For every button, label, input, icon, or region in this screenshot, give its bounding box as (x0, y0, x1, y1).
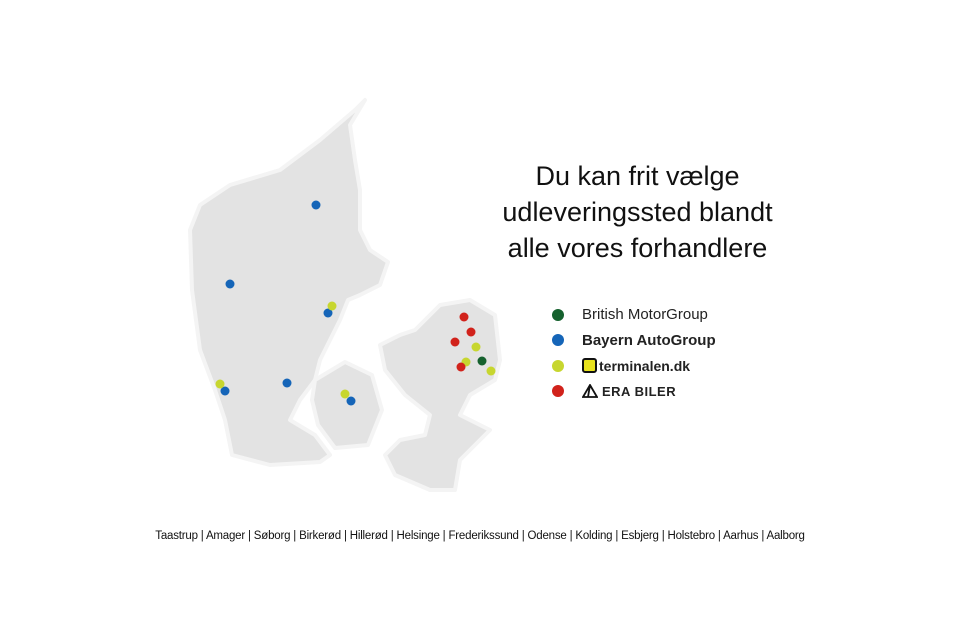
city-name: Taastrup (155, 530, 198, 542)
headline-line: alle vores forhandlere (507, 233, 768, 263)
legend-dot (552, 385, 564, 398)
separator: | (714, 530, 724, 542)
legend: British MotorGroup Bayern AutoGroup term… (552, 302, 716, 404)
legend-item-bayern-autogroup: Bayern AutoGroup (552, 328, 716, 354)
terminalen-logo-icon (582, 358, 597, 374)
city-name: Kolding (575, 530, 613, 542)
dealer-location-marker (346, 396, 356, 406)
dealer-location-marker (456, 362, 466, 372)
separator: | (758, 530, 767, 542)
legend-item-terminalen: terminalen.dk (552, 353, 716, 379)
dealer-location-marker (459, 312, 469, 322)
era-triangle-logo-icon (582, 384, 598, 399)
city-name: Søborg (253, 530, 291, 542)
legend-item-era-biler: ERA BILER (552, 379, 716, 405)
dealer-location-marker (450, 337, 460, 347)
jutland-region (188, 98, 390, 467)
legend-label: terminalen.dk (599, 357, 691, 374)
dealer-location-marker (215, 379, 225, 389)
dealer-location-marker (486, 366, 496, 376)
separator: | (439, 530, 449, 542)
funen-region (310, 360, 384, 450)
headline-line: udleveringssted blandt (502, 197, 773, 227)
dealer-location-marker (323, 308, 333, 318)
dealer-location-marker (471, 342, 481, 352)
separator: | (290, 530, 300, 542)
legend-label: ERA BILER (602, 383, 677, 399)
separator: | (340, 530, 350, 542)
separator: | (658, 530, 668, 542)
separator: | (197, 530, 206, 542)
legend-dot (552, 334, 564, 347)
dealer-location-marker (282, 378, 292, 388)
city-name: Esbjerg (621, 530, 659, 542)
legend-label: British MotorGroup (582, 306, 708, 324)
legend-dot (552, 359, 564, 372)
city-name: Aalborg (766, 530, 805, 542)
dealer-location-marker (477, 356, 487, 366)
headline: Du kan frit vælge udleveringssted blandt… (470, 158, 805, 266)
legend-dot (552, 308, 564, 321)
zealand-region (378, 298, 502, 492)
separator: | (518, 530, 528, 542)
legend-item-british-motorgroup: British MotorGroup (552, 302, 716, 328)
city-name: Frederikssund (448, 530, 519, 542)
separator: | (612, 530, 622, 542)
city-name: Hillerød (349, 530, 388, 542)
dealer-location-marker (225, 279, 235, 289)
dealer-location-marker (466, 327, 476, 337)
dealer-location-marker (340, 389, 350, 399)
separator: | (245, 530, 254, 542)
separator: | (387, 530, 397, 542)
separator: | (566, 530, 576, 542)
legend-label: Bayern AutoGroup (582, 331, 716, 349)
headline-line: Du kan frit vælge (535, 161, 740, 191)
dealer-location-marker (311, 200, 321, 210)
city-name: Odense (527, 530, 567, 542)
city-list: Taastrup | Amager | Søborg | Birkerød | … (0, 530, 960, 542)
city-name: Holstebro (667, 530, 716, 542)
city-name: Helsinge (396, 530, 440, 542)
dealer-location-marker (327, 301, 337, 311)
city-name: Birkerød (299, 530, 341, 542)
city-name: Aarhus (723, 530, 759, 542)
city-name: Amager (205, 530, 246, 542)
dealer-location-marker (220, 386, 230, 396)
